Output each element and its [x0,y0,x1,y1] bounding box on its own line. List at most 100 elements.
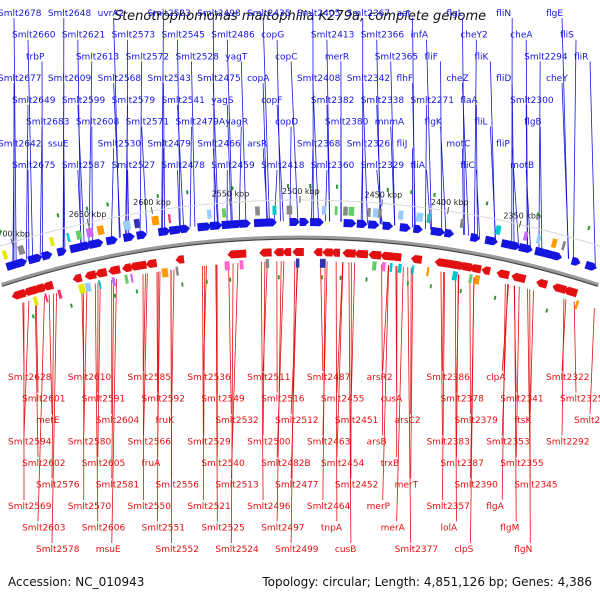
gene-label: copF [261,96,282,106]
forward-gene-arrow [14,258,27,269]
gene-label: Smlt2566 [128,438,172,448]
callout-line [23,300,30,436]
gene-label: Smlt2571 [126,118,169,128]
gene-label: Smlt2511 [247,373,290,383]
reverse-gene-arrow [273,248,284,257]
gene-label: Smlt2591 [82,395,125,405]
gene-label: metE [36,416,60,426]
gene-label: fliJ [397,139,408,149]
reverse-gene-arrow [282,248,292,257]
callout-line [360,148,364,223]
callout-line [276,104,284,222]
rna-marker [545,308,549,313]
callout-line [77,104,85,246]
gene-label: Smlt2528 [175,52,219,62]
gene-label: clpA [486,373,506,383]
gene-label: Smlt2498 [197,9,241,19]
gene-label: arsC2 [395,416,421,426]
forward-category-block [17,244,26,256]
callout-line [289,126,292,222]
gene-label: Smlt2552 [156,545,199,555]
forward-gene-arrow [56,247,67,257]
callout-line [336,261,344,458]
tick-mark [150,206,153,215]
gene-label: Smlt2569 [8,502,52,512]
gene-label: Smlt2521 [187,502,230,512]
gene-label: fliF [425,52,438,62]
callout-line [163,83,166,231]
callout-line [410,267,412,415]
gene-label: Smlt2459 [211,161,255,171]
reverse-gene-arrow [322,248,333,257]
gene-label: Smlt2608 [76,118,120,128]
callout-line [311,148,314,222]
gene-label: Smlt2475 [197,74,240,84]
callout-line [157,271,159,522]
callout-line [113,17,120,238]
callout-line [326,104,331,222]
gene-label: Smlt2466 [197,139,241,149]
reverse-category-block [473,274,481,285]
gene-label: Smlt2581 [96,481,139,491]
gene-label: Smlt2499 [275,545,319,555]
gene-label: copD [275,118,298,128]
callout-line [177,169,180,229]
gene-label: Smlt2379 [454,416,498,426]
forward-category-block [133,218,141,229]
callout-line [91,126,93,244]
callout-line [440,61,443,232]
gene-label: flgK [425,118,443,128]
forward-category-block [206,209,212,219]
gene-label: Smlt2512 [275,416,318,426]
gene-label: Smlt2294 [524,52,568,62]
gene-label: yagR [225,118,248,128]
gene-label: fliC [460,161,474,171]
reverse-gene-arrow [175,255,185,264]
forward-gene-arrow [122,232,135,242]
gene-label: Smlt2610 [68,373,112,383]
gene-label: flgN [514,545,532,555]
callout-line [177,104,185,228]
callout-line [262,17,270,222]
reverse-category-block [397,263,403,273]
callout-line [240,61,247,223]
forward-category-block [167,214,172,224]
forward-gene-arrow [88,238,104,249]
gene-label: lolA [440,524,458,534]
gene-label: Smlt2678 [0,9,42,19]
callout-line [572,39,577,261]
reverse-gene-arrow [84,270,97,280]
gene-label: Smlt2524 [215,545,259,555]
rna-marker [429,284,432,289]
rna-marker [56,213,60,218]
reverse-category-block [574,300,580,310]
reverse-category-block [319,258,326,268]
forward-category-block [254,206,260,216]
forward-category-block [535,234,542,245]
forward-gene-arrow [209,221,223,231]
tick-label: 2650 kbp [69,210,107,219]
callout-line [412,83,416,228]
callout-line [230,263,234,544]
gene-label: fliL [474,118,487,128]
forward-gene-arrow [399,223,411,232]
forward-category-block [334,206,338,216]
gene-label: flhF [397,74,414,84]
gene-label: cheY [546,74,568,84]
gene-label: Smlt2454 [321,459,365,469]
callout-line [27,39,34,259]
reverse-gene-arrow [330,248,341,257]
gene-label: Smlt2455 [321,395,364,405]
gene-label: trxB [381,459,400,469]
forward-gene-arrow [40,251,53,261]
reverse-gene-arrow [434,258,449,268]
reverse-category-block [451,271,458,281]
gene-label: arsB [367,438,387,448]
forward-gene-arrow [239,219,251,228]
rna-marker [277,275,280,280]
callout-line [475,104,478,238]
gene-label: Smlt2345 [514,481,557,491]
rna-marker [186,190,189,195]
callout-line [143,273,148,436]
gene-label: Smlt2355 [500,459,543,469]
